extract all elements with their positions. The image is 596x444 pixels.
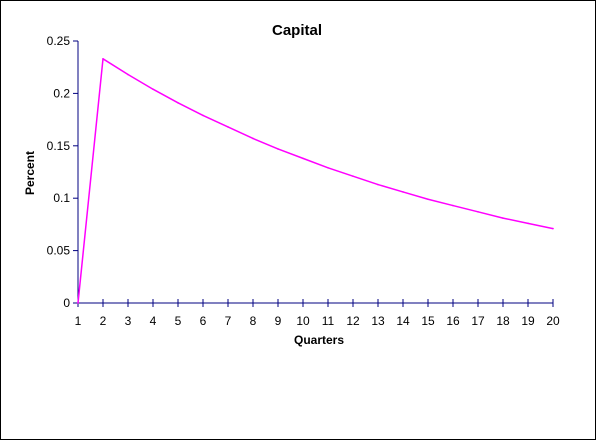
x-tick-label: 3 <box>125 314 132 328</box>
x-tick-label: 2 <box>100 314 107 328</box>
x-tick-label: 9 <box>275 314 282 328</box>
data-point <box>477 211 479 213</box>
x-tick-label: 8 <box>250 314 257 328</box>
x-tick-label: 1 <box>75 314 82 328</box>
x-tick-label: 15 <box>421 314 435 328</box>
data-point <box>227 126 229 128</box>
data-point <box>502 217 504 219</box>
y-tick-label: 0 <box>63 296 70 310</box>
data-point <box>277 148 279 150</box>
data-point <box>77 302 79 304</box>
data-point <box>427 198 429 201</box>
data-point <box>127 73 129 76</box>
series-group <box>77 58 554 304</box>
data-point <box>152 88 154 91</box>
x-tick-label: 20 <box>546 314 560 328</box>
y-ticks: 0 0.05 0.1 0.15 0.2 0.25 <box>47 34 78 310</box>
axes <box>77 41 553 304</box>
data-point <box>177 102 179 104</box>
x-tick-label: 17 <box>471 314 485 328</box>
data-point <box>527 222 529 225</box>
data-point <box>377 183 379 186</box>
x-tick-label: 11 <box>322 314 335 328</box>
chart-title: Capital <box>272 22 322 39</box>
data-point <box>402 191 404 193</box>
data-point <box>202 114 204 117</box>
series-line-0 <box>77 58 554 304</box>
y-tick-label: 0.05 <box>47 244 71 258</box>
data-point <box>102 58 104 60</box>
x-tick-label: 14 <box>396 314 410 328</box>
x-tick-label: 7 <box>225 314 232 328</box>
x-tick-label: 6 <box>200 314 207 328</box>
data-point <box>252 137 254 140</box>
y-tick-label: 0.1 <box>53 191 70 205</box>
y-tick-label: 0.15 <box>47 139 71 153</box>
data-point <box>352 175 354 177</box>
x-tick-label: 12 <box>346 314 360 328</box>
x-tick-label: 4 <box>150 314 157 328</box>
y-tick-label: 0.2 <box>53 86 70 100</box>
data-point <box>327 167 329 169</box>
x-tick-label: 18 <box>496 314 510 328</box>
x-ticks: 1 2 3 4 5 6 7 8 9 10 11 12 13 14 15 16 17 18 19 20 <box>75 299 560 328</box>
x-tick-label: 10 <box>296 314 310 328</box>
x-tick-label: 19 <box>521 314 535 328</box>
data-point <box>302 157 304 160</box>
data-point <box>552 227 554 230</box>
x-axis-label: Quarters <box>294 333 344 347</box>
x-tick-label: 5 <box>175 314 182 328</box>
x-tick-label: 16 <box>446 314 460 328</box>
y-tick-label: 0.25 <box>47 34 71 48</box>
data-point <box>452 204 454 207</box>
x-tick-label: 13 <box>371 314 385 328</box>
y-axis-label: Percent <box>23 151 37 195</box>
